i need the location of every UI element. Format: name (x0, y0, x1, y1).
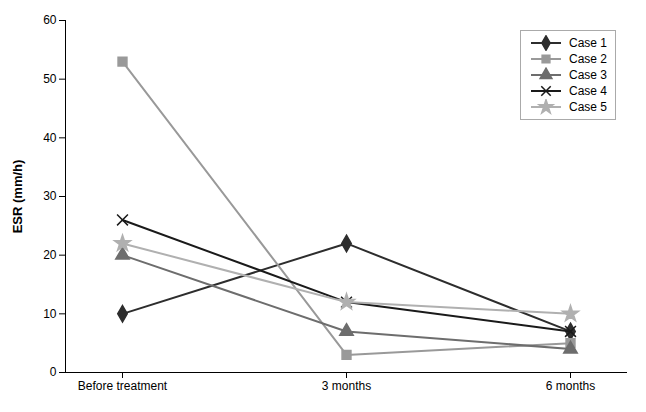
svg-text:3 months: 3 months (322, 379, 371, 393)
svg-text:0: 0 (50, 365, 57, 379)
html-text:Case 3: Case 3 (569, 67, 607, 82)
svg-text:Before treatment: Before treatment (78, 379, 168, 393)
html-text:Case 1: Case 1 (569, 35, 607, 50)
html-text:Case 4: Case 4 (569, 83, 607, 98)
svg-text:60: 60 (43, 13, 57, 27)
html-text:Case 2: Case 2 (569, 51, 607, 66)
svg-text:40: 40 (43, 131, 57, 145)
svg-text:30: 30 (43, 189, 57, 203)
svg-text:ESR (mm/h): ESR (mm/h) (10, 160, 25, 234)
svg-text:6 months: 6 months (546, 379, 595, 393)
svg-text:10: 10 (43, 307, 57, 321)
svg-text:20: 20 (43, 248, 57, 262)
svg-text:50: 50 (43, 72, 57, 86)
html-text:Case 5: Case 5 (569, 99, 607, 114)
